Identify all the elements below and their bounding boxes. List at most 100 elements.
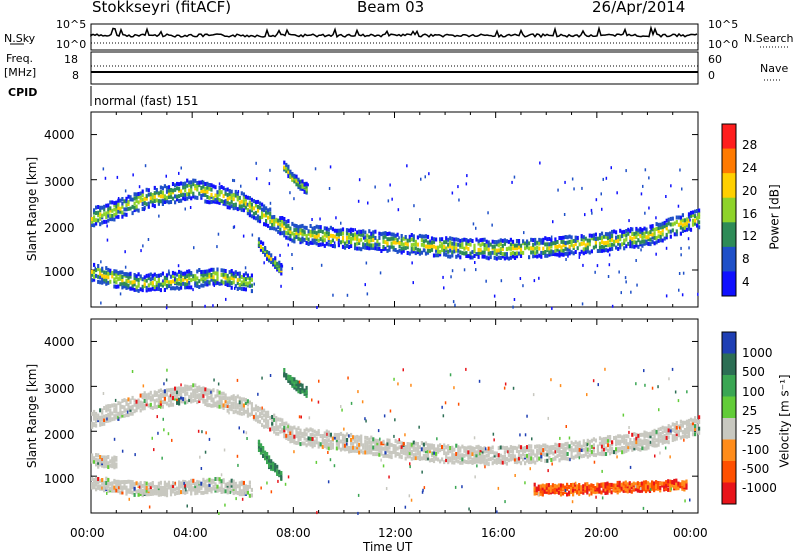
heatmap-cell [139, 485, 142, 489]
heatmap-cell [131, 411, 134, 416]
heatmap-cell [412, 453, 415, 458]
heatmap-cell [133, 409, 136, 414]
colorbar-swatch [722, 124, 736, 150]
heatmap-cell [675, 436, 678, 441]
heatmap-cell [103, 485, 106, 490]
heatmap-cell [126, 410, 129, 414]
heatmap-cell [123, 413, 126, 418]
heatmap-cell [689, 210, 693, 215]
heatmap-cell [454, 303, 456, 307]
heatmap-cell [683, 225, 686, 230]
heatmap-cell [560, 239, 563, 244]
heatmap-cell [481, 448, 484, 452]
heatmap-cell [151, 483, 154, 488]
heatmap-cell [93, 270, 96, 275]
heatmap-cell [345, 231, 349, 236]
heatmap-cell [622, 481, 625, 486]
heatmap-cell [582, 484, 585, 489]
heatmap-cell [402, 450, 405, 455]
heatmap-cell [437, 444, 440, 449]
heatmap-cell [503, 457, 506, 462]
heatmap-cell [264, 246, 267, 250]
heatmap-cell [107, 465, 110, 469]
heatmap-cell [602, 444, 606, 448]
heatmap-cell [200, 186, 203, 190]
heatmap-cell [190, 196, 193, 201]
heatmap-cell [254, 404, 258, 409]
heatmap-cell [285, 373, 288, 378]
heatmap-cell [278, 260, 281, 265]
heatmap-cell [117, 198, 120, 203]
heatmap-cell [406, 452, 409, 457]
heatmap-cell [528, 448, 531, 453]
heatmap-cell [499, 460, 502, 465]
heatmap-cell [428, 458, 432, 463]
heatmap-cell [113, 212, 116, 217]
heatmap-cell [140, 249, 142, 253]
heatmap-cell [97, 480, 100, 485]
heatmap-cell [123, 284, 126, 289]
heatmap-cell [606, 435, 610, 440]
heatmap-cell [109, 481, 112, 486]
heatmap-cell [133, 398, 136, 403]
heatmap-cell [295, 227, 298, 232]
heatmap-cell [248, 204, 251, 209]
heatmap-cell [301, 232, 304, 237]
heatmap-cell [544, 253, 547, 258]
heatmap-cell [196, 181, 199, 185]
heatmap-cell [335, 232, 338, 237]
heatmap-cell [390, 241, 393, 246]
heatmap-cell [641, 236, 644, 240]
heatmap-cell [350, 236, 353, 241]
heatmap-cell [398, 440, 401, 444]
heatmap-cell [261, 406, 263, 410]
heatmap-cell [107, 203, 110, 208]
heatmap-cell [115, 406, 118, 411]
heatmap-cell [204, 479, 207, 484]
heatmap-cell [631, 444, 634, 449]
heatmap-cell [449, 446, 452, 450]
heatmap-cell [412, 440, 415, 445]
heatmap-cell [287, 427, 290, 432]
heatmap-cell [174, 487, 177, 492]
heatmap-cell [645, 229, 648, 234]
heatmap-cell [459, 460, 462, 465]
heatmap-cell [277, 431, 280, 436]
heatmap-cell [151, 397, 154, 402]
heatmap-cell [616, 191, 618, 195]
heatmap-cell [370, 435, 373, 440]
heatmap-cell [689, 498, 691, 502]
heatmap-cell [212, 478, 215, 483]
heatmap-cell [461, 453, 464, 458]
heatmap-cell [592, 245, 595, 250]
heatmap-cell [663, 426, 666, 431]
heatmap-cell [453, 245, 456, 250]
heatmap-cell [97, 484, 100, 489]
heatmap-cell [354, 232, 357, 237]
heatmap-cell [592, 486, 595, 491]
heatmap-cell [178, 199, 181, 203]
heatmap-cell [143, 282, 146, 287]
heatmap-cell [117, 205, 120, 210]
heatmap-cell [653, 440, 656, 445]
heatmap-cell [143, 394, 146, 399]
heatmap-cell [93, 210, 96, 215]
heatmap-cell [111, 213, 114, 218]
heatmap-cell [275, 418, 278, 423]
heatmap-cell [641, 439, 644, 444]
heatmap-cell [659, 238, 662, 243]
heatmap-cell [107, 477, 110, 482]
heatmap-cell [552, 241, 555, 246]
heatmap-cell [618, 488, 621, 493]
heatmap-cell [528, 241, 531, 246]
heatmap-cell [588, 238, 591, 243]
heatmap-cell [650, 227, 652, 230]
heatmap-cell [361, 400, 364, 404]
heatmap-cell [500, 279, 503, 283]
heatmap-cell [625, 229, 628, 233]
heatmap-cell [165, 174, 167, 178]
heatmap-cell [159, 185, 162, 190]
heatmap-cell [153, 195, 156, 200]
heatmap-cell [299, 181, 301, 185]
heatmap-cell [511, 250, 515, 255]
